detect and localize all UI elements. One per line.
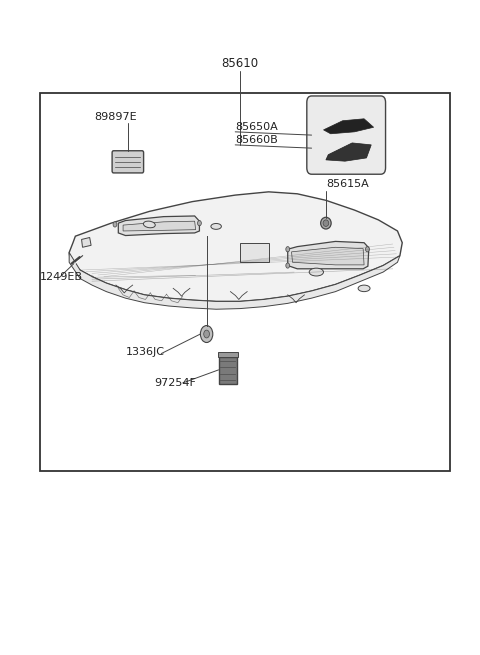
- Circle shape: [286, 263, 289, 268]
- Ellipse shape: [321, 217, 331, 229]
- Circle shape: [286, 247, 289, 252]
- Text: 97254F: 97254F: [154, 377, 196, 388]
- Circle shape: [113, 222, 117, 227]
- FancyBboxPatch shape: [112, 151, 144, 173]
- Text: 85650A: 85650A: [235, 122, 278, 132]
- Polygon shape: [69, 252, 400, 309]
- Bar: [218, 357, 237, 384]
- Polygon shape: [288, 242, 369, 269]
- Circle shape: [198, 221, 201, 226]
- Polygon shape: [118, 216, 199, 236]
- Polygon shape: [291, 248, 364, 265]
- Circle shape: [365, 247, 369, 252]
- Text: 85660B: 85660B: [235, 135, 278, 145]
- Polygon shape: [123, 221, 196, 231]
- Text: 85610: 85610: [221, 57, 259, 70]
- Text: 89897E: 89897E: [95, 112, 137, 122]
- Polygon shape: [324, 119, 373, 134]
- Bar: [39, 93, 450, 471]
- Text: 1249EB: 1249EB: [39, 272, 83, 282]
- Bar: [240, 244, 269, 261]
- Polygon shape: [69, 192, 402, 301]
- Text: 85615A: 85615A: [326, 179, 369, 189]
- Polygon shape: [326, 143, 371, 161]
- Circle shape: [200, 326, 213, 343]
- Ellipse shape: [144, 221, 155, 228]
- Bar: [217, 352, 238, 357]
- Ellipse shape: [309, 268, 324, 276]
- Ellipse shape: [211, 223, 221, 229]
- Text: 1336JC: 1336JC: [125, 347, 165, 357]
- FancyBboxPatch shape: [307, 96, 385, 174]
- Circle shape: [204, 330, 209, 338]
- Ellipse shape: [358, 285, 370, 291]
- Polygon shape: [82, 238, 91, 248]
- Ellipse shape: [323, 220, 329, 227]
